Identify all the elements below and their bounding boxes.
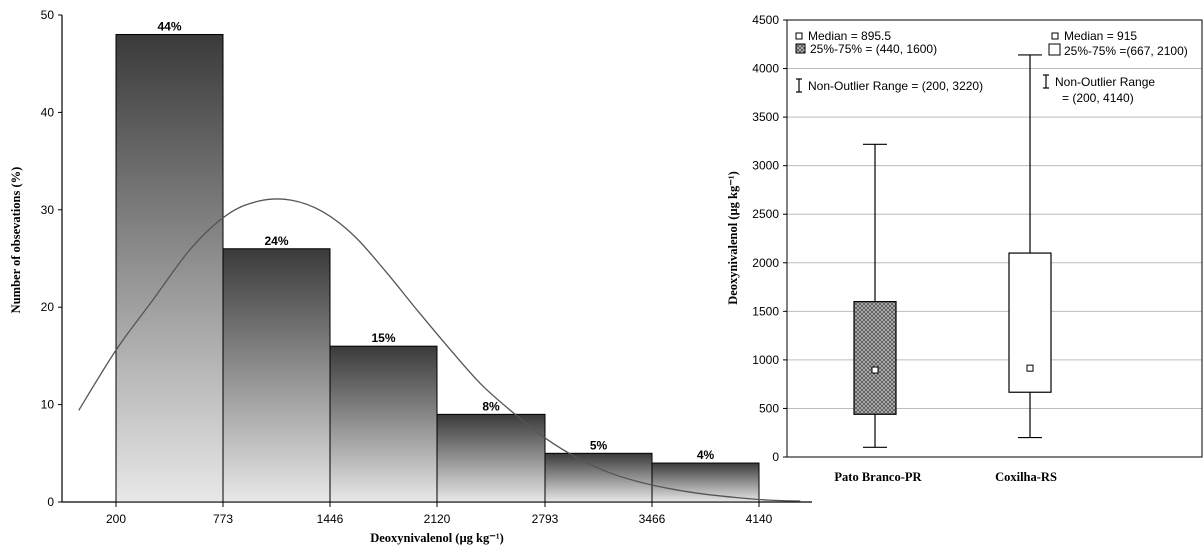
- box-pato-branco: [853, 143, 897, 448]
- legend-coxilha: Median = 915 25%-75% =(667, 2100) Non-Ou…: [1043, 29, 1188, 105]
- category-label: Coxilha-RS: [995, 470, 1057, 484]
- x-tick-label: 2793: [532, 512, 559, 526]
- y-tick-label: 2000: [752, 256, 779, 270]
- whisker-range-icon: [1043, 74, 1049, 89]
- hist-x-axis-label: Deoxynivalenol (µg kg⁻¹): [370, 531, 504, 545]
- x-tick-label: 2120: [424, 512, 451, 526]
- white-box-icon: [1048, 43, 1061, 56]
- x-tick-label: 773: [213, 512, 233, 526]
- y-tick-label: 1000: [752, 353, 779, 367]
- bar-label: 44%: [157, 19, 181, 33]
- median-marker: [871, 366, 879, 374]
- histogram-bar: [436, 413, 546, 503]
- whisker-range-icon: [796, 78, 802, 93]
- x-tick-label: 1446: [317, 512, 344, 526]
- legend-range-2b: = (200, 4140): [1062, 91, 1134, 105]
- legend-range-1: Non-Outlier Range = (200, 3220): [808, 79, 983, 93]
- y-tick-label: 50: [41, 8, 55, 22]
- y-tick-label: 0: [47, 495, 54, 509]
- legend-median-2: Median = 915: [1064, 29, 1137, 43]
- legend-iqr-2: 25%-75% =(667, 2100): [1064, 44, 1188, 58]
- box-coxilha: [1008, 54, 1052, 439]
- median-marker: [1026, 364, 1034, 372]
- histogram-bar: [329, 345, 438, 503]
- hatched-box-icon: [795, 43, 806, 54]
- y-tick-label: 4500: [752, 13, 779, 27]
- x-tick-label: 200: [106, 512, 126, 526]
- histogram-bar: [544, 452, 653, 503]
- median-marker-icon: [1051, 32, 1059, 40]
- y-tick-label: 40: [41, 105, 55, 119]
- hist-y-axis-label: Number of obsevations (%): [9, 167, 23, 314]
- histogram-chart: 44% 24% 15% 8% 5% 4% 0 10 20 30 40 50 200 773 1446 21…: [9, 8, 812, 545]
- y-tick-label: 4000: [752, 62, 779, 76]
- y-tick-label: 3000: [752, 159, 779, 173]
- legend-pato-branco: Median = 895.5 25%-75% = (440, 1600) Non…: [795, 29, 983, 93]
- bar-label: 4%: [697, 448, 715, 462]
- median-marker-icon: [795, 32, 803, 40]
- y-tick-label: 20: [41, 300, 55, 314]
- y-tick-label: 3500: [752, 110, 779, 124]
- legend-iqr-1: 25%-75% = (440, 1600): [810, 42, 937, 56]
- box-y-axis-label: Deoxynivalenol (µg kg⁻¹): [726, 171, 740, 305]
- legend-median-1: Median = 895.5: [808, 29, 891, 43]
- y-tick-label: 30: [41, 203, 55, 217]
- histogram-bar: [115, 33, 224, 503]
- bar-label: 24%: [264, 234, 288, 248]
- box-plot-frame: [786, 19, 1203, 458]
- y-tick-label: 1500: [752, 304, 779, 318]
- x-tick-label: 4140: [746, 512, 773, 526]
- y-tick-label: 500: [759, 401, 779, 415]
- x-tick-label: 3466: [639, 512, 666, 526]
- histogram-bar: [222, 248, 331, 503]
- legend-range-2a: Non-Outlier Range: [1055, 75, 1155, 89]
- bar-label: 5%: [590, 438, 608, 452]
- iqr-box: [853, 301, 897, 415]
- box-plot-chart: 0 500 1000 1500 2000 2500 3000 3500 4000 4500 Pat…: [726, 13, 1203, 484]
- bar-label: 8%: [482, 399, 500, 413]
- y-tick-label: 0: [772, 450, 779, 464]
- normal-curve: [78, 198, 801, 502]
- histogram-bar: [651, 462, 760, 503]
- category-label: Pato Branco-PR: [834, 470, 922, 484]
- y-tick-label: 2500: [752, 207, 779, 221]
- bar-label: 15%: [371, 331, 395, 345]
- y-tick-label: 10: [41, 398, 55, 412]
